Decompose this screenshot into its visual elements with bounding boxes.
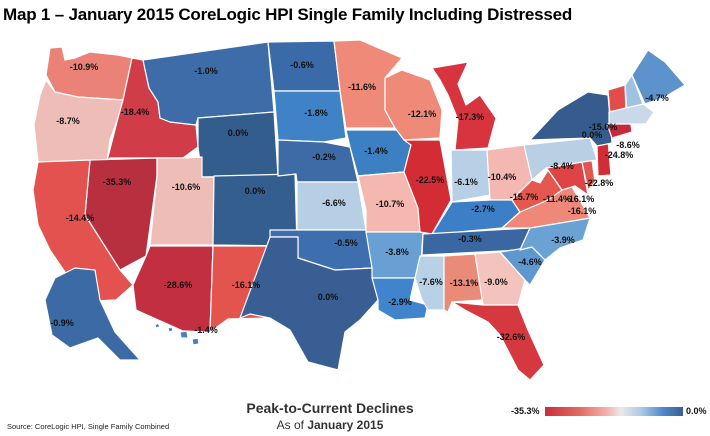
state-label-MS: -7.6% (419, 277, 443, 287)
state-label-AR: -3.8% (385, 247, 409, 257)
state-label-TN: -0.3% (458, 234, 482, 244)
state-label-CO: 0.0% (245, 186, 266, 196)
state-label-FL: -32.6% (497, 332, 526, 342)
state-TX (239, 236, 379, 371)
state-OR (33, 79, 124, 163)
state-label-VT: -15.0% (589, 122, 618, 132)
state-label-CA: -14.4% (66, 213, 95, 223)
state-label-LA: -2.9% (388, 297, 412, 307)
state-label-ME: -4.7% (645, 93, 669, 103)
state-label-PA: -8.4% (550, 161, 574, 171)
state-value-labels: -10.9% -8.7% -18.4% -1.0% 0.0% -14.4% -35.3% -1… (50, 60, 669, 342)
state-GA (474, 251, 526, 306)
state-label-HI: -1.4% (194, 325, 218, 335)
state-label-MT: -1.0% (194, 66, 218, 76)
state-label-SD: -1.8% (304, 108, 328, 118)
state-IN (450, 149, 491, 203)
state-label-MI: -17.3% (456, 112, 485, 122)
legend-color-bar (545, 407, 683, 416)
state-label-DE: -16.1% (566, 194, 595, 204)
state-label-IA: -1.4% (364, 146, 388, 156)
state-label-MN: -11.6% (348, 82, 376, 92)
state-label-CT: -24.8% (605, 150, 634, 160)
state-label-KS: -6.6% (322, 198, 346, 208)
state-label-OK: -0.5% (334, 238, 358, 248)
state-MA (608, 103, 655, 125)
state-label-IL: -22.5% (416, 175, 445, 185)
footer-subtitle: As of January 2015 (200, 418, 460, 432)
legend-min-label: -35.3% (511, 406, 540, 416)
state-label-IN: -6.1% (454, 177, 478, 187)
state-MT (142, 41, 275, 126)
state-label-NV: -35.3% (103, 177, 132, 187)
state-label-VA: -11.4% (543, 194, 571, 204)
state-HI-island-3 (179, 330, 189, 339)
state-label-WV: -15.7% (510, 192, 539, 202)
state-label-WI: -12.1% (408, 109, 437, 119)
state-label-NY: 0.0% (582, 130, 603, 140)
footer-subtitle-date: January 2015 (307, 418, 384, 432)
footer-subtitle-prefix: As of (276, 418, 308, 432)
state-label-UT: -10.6% (172, 182, 201, 192)
state-label-NH: -8.6% (616, 140, 640, 150)
state-label-OH: -10.4% (488, 172, 517, 182)
state-FL (451, 301, 545, 381)
state-label-NC: -3.9% (551, 235, 575, 245)
state-HI (154, 322, 161, 329)
state-HI-island-4 (191, 337, 200, 346)
state-label-ND: -0.6% (290, 60, 314, 70)
state-SD (273, 90, 347, 143)
state-WA (45, 46, 133, 101)
state-label-NM: -16.1% (232, 280, 261, 290)
state-label-AZ: -28.6% (164, 280, 193, 290)
state-label-MO: -10.7% (376, 199, 405, 209)
state-label-SC: -4.6% (518, 257, 542, 267)
source-note: Source: CoreLogic HPI, Single Family Com… (7, 422, 170, 431)
state-label-WY: 0.0% (228, 128, 249, 138)
state-label-MD: -16.1% (568, 206, 597, 216)
state-label-WA: -10.9% (70, 62, 99, 72)
state-LA (371, 277, 429, 321)
state-IL (403, 139, 452, 235)
state-label-TX: 0.0% (318, 292, 339, 302)
us-choropleth-map: -10.9% -8.7% -18.4% -1.0% 0.0% -14.4% -35.3% -1… (32, 39, 686, 381)
state-WI (384, 69, 443, 141)
state-label-NJ: -22.8% (585, 178, 614, 188)
state-label-GA: -9.0% (484, 277, 508, 287)
state-WY (197, 111, 279, 178)
state-label-AL: -13.1% (450, 278, 479, 288)
state-label-OR: -8.7% (56, 116, 80, 126)
state-label-NE: -0.2% (312, 152, 336, 162)
state-label-KY: -2.7% (471, 204, 495, 214)
footer-heading: Peak-to-Current Declines (246, 400, 414, 416)
state-AK (44, 267, 141, 361)
state-label-AK: -0.9% (50, 318, 74, 328)
state-label-ID: -18.4% (121, 107, 150, 117)
state-MI (431, 61, 497, 151)
state-HI-island-2 (167, 326, 174, 333)
legend-max-label: 0.0% (686, 406, 707, 416)
state-ME (631, 49, 686, 105)
map-title: Map 1 – January 2015 CoreLogic HPI Singl… (3, 5, 573, 24)
